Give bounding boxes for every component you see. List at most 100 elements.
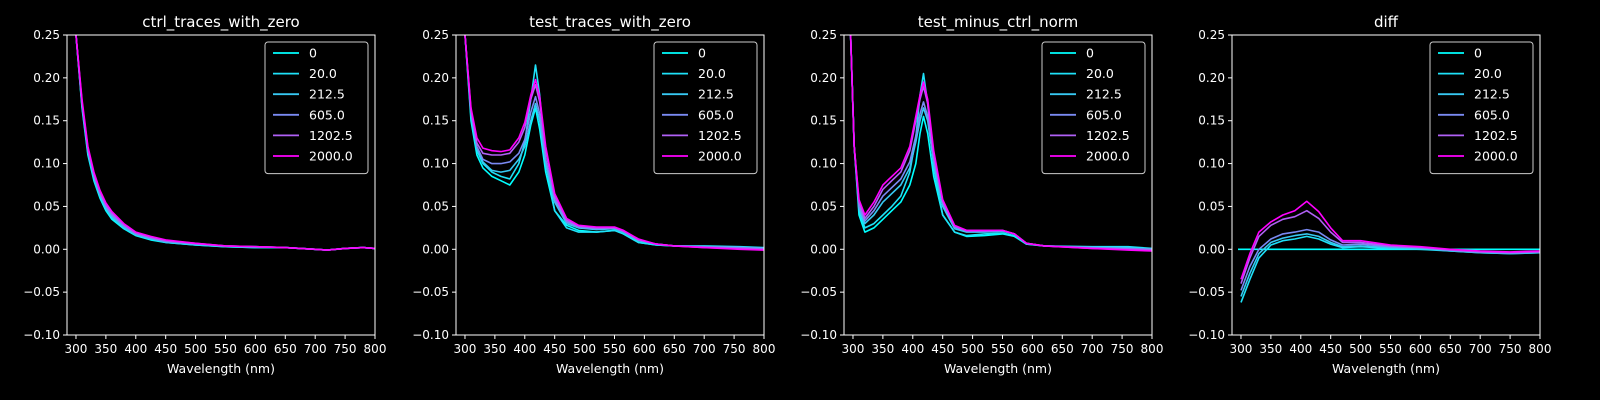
chart-panel-4: diff 300 350 400 450 500 550 600 650 700 750 800 −0.… xyxy=(1188,13,1551,376)
y-tick-label: 0.00 xyxy=(810,242,837,256)
chart-title: ctrl_traces_with_zero xyxy=(142,13,299,32)
x-tick-label: 300 xyxy=(842,342,865,356)
axes-frame xyxy=(455,34,765,336)
legend-label: 605.0 xyxy=(309,107,345,122)
x-tick-label: 800 xyxy=(364,342,387,356)
x-tick-label: 550 xyxy=(603,342,626,356)
x-tick-label: 500 xyxy=(573,342,596,356)
x-tick-label: 750 xyxy=(334,342,357,356)
legend: 0 20.0 212.5 605.0 1202.5 2000.0 xyxy=(1041,41,1146,175)
x-tick-label: 800 xyxy=(1529,342,1552,356)
x-tick-label: 650 xyxy=(1439,342,1462,356)
legend-label: 1202.5 xyxy=(309,128,353,143)
legend-label: 212.5 xyxy=(1086,87,1122,102)
legend-label: 0 xyxy=(698,46,706,61)
x-tick-label: 750 xyxy=(1111,342,1134,356)
x-tick-label: 400 xyxy=(513,342,536,356)
y-tick-label: 0.10 xyxy=(422,157,449,171)
x-tick-label: 450 xyxy=(154,342,177,356)
legend-label: 1202.5 xyxy=(1474,128,1518,143)
x-tick-label: 800 xyxy=(1141,342,1164,356)
y-tick-label: 0.00 xyxy=(33,242,60,256)
y-tick-label: 0.15 xyxy=(810,114,837,128)
legend-label: 2000.0 xyxy=(309,149,353,164)
x-tick-label: 300 xyxy=(454,342,477,356)
y-tick-label: 0.05 xyxy=(810,199,837,213)
y-tick-label: 0.15 xyxy=(1198,114,1225,128)
legend-label: 20.0 xyxy=(309,66,337,81)
series-group xyxy=(464,35,764,251)
x-tick-label: 400 xyxy=(1289,342,1312,356)
legend: 0 20.0 212.5 605.0 1202.5 2000.0 xyxy=(264,41,369,175)
y-tick-label: −0.05 xyxy=(23,285,60,299)
legend-label: 605.0 xyxy=(698,107,734,122)
chart-panel-2: test_traces_with_zero 300 350 400 450 500 550 6… xyxy=(412,13,775,376)
legend-frame xyxy=(1041,41,1146,175)
legend-label: 212.5 xyxy=(309,87,345,102)
axes-frame xyxy=(66,34,376,336)
x-tick-label: 750 xyxy=(723,342,746,356)
x-tick-label: 450 xyxy=(543,342,566,356)
legend-label: 20.0 xyxy=(1086,66,1114,81)
chart-title: test_traces_with_zero xyxy=(529,13,691,32)
series-line-1202-5 xyxy=(1240,209,1540,284)
y-tick-label: 0.05 xyxy=(1198,199,1225,213)
x-tick-label: 350 xyxy=(1259,342,1282,356)
x-tick-label: 700 xyxy=(304,342,327,356)
x-tick-label: 450 xyxy=(1319,342,1342,356)
y-tick-label: 0.20 xyxy=(422,71,449,85)
x-tick-label: 300 xyxy=(65,342,88,356)
x-tick-label: 300 xyxy=(1230,342,1253,356)
x-tick-label: 350 xyxy=(94,342,117,356)
x-tick-label: 650 xyxy=(1051,342,1074,356)
x-tick-label: 350 xyxy=(871,342,894,356)
y-tick-label: −0.10 xyxy=(412,328,449,342)
x-tick-label: 550 xyxy=(214,342,237,356)
legend-label: 20.0 xyxy=(1474,66,1502,81)
y-tick-label: −0.05 xyxy=(1188,285,1225,299)
axes-frame xyxy=(1231,34,1541,336)
legend-label: 20.0 xyxy=(698,66,726,81)
y-tick-label: 0.25 xyxy=(810,28,837,42)
y-tick-label: 0.10 xyxy=(33,157,60,171)
legend-label: 605.0 xyxy=(1474,107,1510,122)
x-tick-label: 500 xyxy=(961,342,984,356)
x-tick-label: 500 xyxy=(1349,342,1372,356)
legend-label: 0 xyxy=(309,46,317,61)
series-line-2000-0 xyxy=(849,35,1152,252)
y-tick-label: 0.20 xyxy=(1198,71,1225,85)
x-axis-label: Wavelength (nm) xyxy=(556,361,664,376)
y-tick-label: 0.20 xyxy=(810,71,837,85)
y-tick-label: −0.10 xyxy=(23,328,60,342)
x-tick-label: 650 xyxy=(663,342,686,356)
y-tick-label: 0.25 xyxy=(422,28,449,42)
series-line-212-5 xyxy=(1240,233,1540,297)
x-tick-label: 600 xyxy=(1021,342,1044,356)
x-tick-label: 350 xyxy=(483,342,506,356)
chart-panel-3: test_minus_ctrl_norm 300 350 400 450 500 550 60… xyxy=(800,13,1163,376)
axes-frame xyxy=(843,34,1153,336)
x-tick-label: 500 xyxy=(184,342,207,356)
x-tick-label: 550 xyxy=(991,342,1014,356)
legend-label: 2000.0 xyxy=(698,149,742,164)
x-tick-label: 600 xyxy=(244,342,267,356)
series-group xyxy=(1238,200,1540,303)
x-tick-label: 800 xyxy=(753,342,776,356)
series-line-2000-0 xyxy=(75,35,375,251)
y-tick-label: 0.05 xyxy=(33,199,60,213)
x-tick-label: 400 xyxy=(124,342,147,356)
legend-frame xyxy=(653,41,758,175)
y-tick-label: −0.10 xyxy=(1188,328,1225,342)
y-tick-label: 0.05 xyxy=(422,199,449,213)
legend-label: 2000.0 xyxy=(1086,149,1130,164)
x-tick-label: 700 xyxy=(1469,342,1492,356)
x-tick-label: 700 xyxy=(693,342,716,356)
x-tick-label: 600 xyxy=(1409,342,1432,356)
y-tick-label: 0.15 xyxy=(33,114,60,128)
x-axis-label: Wavelength (nm) xyxy=(1332,361,1440,376)
legend-label: 1202.5 xyxy=(1086,128,1130,143)
y-tick-label: 0.10 xyxy=(810,157,837,171)
legend-label: 212.5 xyxy=(1474,87,1510,102)
series-line-2000-0 xyxy=(464,35,764,251)
y-tick-label: 0.00 xyxy=(1198,242,1225,256)
